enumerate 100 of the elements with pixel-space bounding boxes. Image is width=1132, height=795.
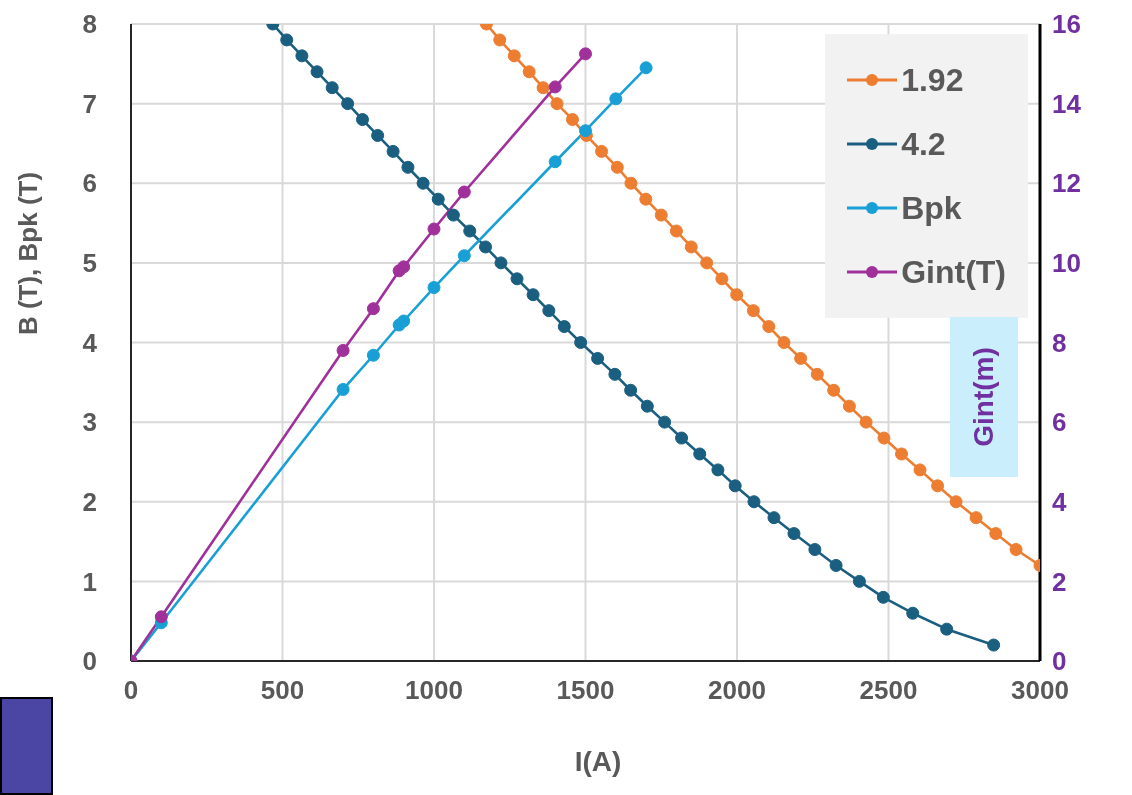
point xyxy=(610,160,624,174)
point xyxy=(658,415,672,429)
y2-tick-label: 0 xyxy=(1052,646,1067,677)
point xyxy=(493,33,507,47)
x-tick-label: 0 xyxy=(123,675,139,706)
point xyxy=(463,224,477,238)
point xyxy=(542,304,556,318)
point xyxy=(842,399,856,413)
point xyxy=(639,192,653,206)
point xyxy=(341,97,355,111)
point xyxy=(913,463,927,477)
point xyxy=(762,320,776,334)
point xyxy=(777,336,791,349)
point xyxy=(624,176,638,190)
point xyxy=(808,543,822,557)
point xyxy=(859,415,873,429)
point xyxy=(852,574,866,588)
point xyxy=(310,65,324,79)
point xyxy=(1009,543,1023,557)
point xyxy=(827,383,841,397)
point xyxy=(829,558,843,572)
point xyxy=(397,314,411,328)
x-tick-label: 2000 xyxy=(708,675,766,706)
y-tick-label: 7 xyxy=(82,88,97,119)
y2-tick-label: 4 xyxy=(1052,486,1067,517)
point xyxy=(457,249,471,263)
point xyxy=(550,97,564,111)
point xyxy=(416,176,430,190)
y-tick-label: 5 xyxy=(82,248,97,279)
point xyxy=(457,185,471,199)
point xyxy=(767,511,781,525)
point xyxy=(624,383,638,397)
y-tick-label: 2 xyxy=(82,486,97,517)
point xyxy=(336,343,350,357)
point xyxy=(574,336,588,349)
point xyxy=(711,463,725,477)
legend-label: 4.2 xyxy=(901,125,946,163)
point xyxy=(595,144,609,158)
point xyxy=(386,144,400,158)
point xyxy=(366,302,380,316)
point xyxy=(810,367,824,381)
point xyxy=(876,590,890,604)
point xyxy=(640,399,654,413)
point xyxy=(715,272,729,286)
legend-label: 1.92 xyxy=(901,61,964,99)
point xyxy=(325,81,339,95)
point xyxy=(397,260,411,274)
point xyxy=(295,49,309,63)
y2-tick-label: 14 xyxy=(1052,88,1082,119)
point xyxy=(548,80,562,94)
point xyxy=(401,160,415,174)
point xyxy=(693,447,707,461)
y2-tick-label: 12 xyxy=(1052,168,1081,199)
point xyxy=(154,610,168,624)
x-axis-title: I(A) xyxy=(573,746,623,778)
y2-tick-label: 10 xyxy=(1052,248,1081,279)
point xyxy=(877,431,891,445)
point xyxy=(427,222,441,236)
point xyxy=(431,192,445,206)
x-tick-label: 2500 xyxy=(859,675,918,706)
point xyxy=(794,351,808,365)
point xyxy=(940,622,954,636)
point xyxy=(510,272,524,286)
point xyxy=(371,128,385,142)
point xyxy=(280,33,294,47)
point xyxy=(989,527,1003,541)
y-tick-label: 4 xyxy=(82,327,98,358)
point xyxy=(609,92,623,106)
point xyxy=(949,495,963,509)
point xyxy=(579,124,592,138)
point xyxy=(654,208,668,222)
point xyxy=(579,47,592,61)
y-tick-label: 3 xyxy=(82,407,97,438)
point xyxy=(479,240,493,254)
y-tick-label: 6 xyxy=(82,168,97,199)
point xyxy=(548,155,562,169)
point xyxy=(639,61,653,75)
point xyxy=(355,113,369,127)
x-tick-label: 1000 xyxy=(405,675,463,706)
point xyxy=(787,527,801,541)
legend-label: Gint(T) xyxy=(901,253,1006,291)
point xyxy=(366,348,380,362)
point xyxy=(565,113,579,127)
point xyxy=(746,304,760,318)
point xyxy=(747,495,761,509)
point xyxy=(446,208,460,222)
y-tick-label: 8 xyxy=(82,9,97,40)
point xyxy=(675,431,689,445)
y2-tick-label: 2 xyxy=(1052,566,1067,597)
legend-label: Bpk xyxy=(901,189,962,227)
point xyxy=(969,511,983,525)
point xyxy=(669,224,683,238)
point xyxy=(700,256,714,270)
point xyxy=(494,256,508,270)
point xyxy=(536,81,550,95)
point xyxy=(684,240,698,254)
point xyxy=(507,49,521,63)
point xyxy=(987,638,1001,652)
point xyxy=(591,351,605,365)
x-tick-label: 3000 xyxy=(1011,675,1069,706)
